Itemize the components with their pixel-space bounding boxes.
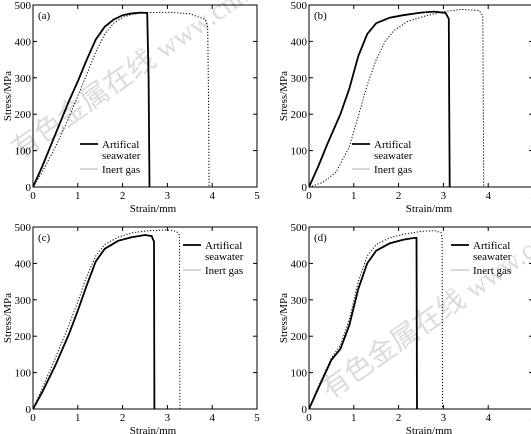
legend-label: Artifical: [205, 240, 242, 252]
y-tick-label: 0: [302, 404, 308, 416]
y-tick-label: 400: [291, 258, 308, 270]
x-tick-label: 5: [254, 190, 260, 202]
x-tick-label: 2: [120, 412, 126, 424]
y-tick-label: 500: [15, 0, 32, 12]
legend-label: Artifical: [374, 139, 411, 151]
y-tick-label: 200: [15, 109, 32, 121]
x-tick-label: 4: [209, 412, 215, 424]
x-tick-label: 0: [306, 412, 312, 424]
y-tick-label: 400: [15, 258, 32, 270]
x-tick-label: 2: [396, 412, 402, 424]
x-tick-label: 0: [30, 412, 36, 424]
legend-label: seawater: [102, 150, 141, 162]
series-line-2: [33, 229, 181, 409]
x-tick-label: 4: [485, 190, 491, 202]
x-tick-label: 3: [441, 412, 447, 424]
x-tick-label: 4: [485, 412, 491, 424]
x-tick-label: 2: [120, 190, 126, 202]
y-axis-label: Stress/MPa: [278, 293, 290, 343]
y-tick-label: 300: [15, 73, 32, 85]
x-tick-label: 0: [30, 190, 36, 202]
y-tick-label: 0: [26, 182, 32, 194]
y-tick-label: 200: [291, 331, 308, 343]
x-tick-label: 0: [306, 190, 312, 202]
chart-panel-1: 0 1 2 3 4 5 0 100 200 300 400 500 Strain/mm Stress/MP…: [2, 0, 260, 215]
legend-label: seawater: [473, 251, 512, 263]
y-tick-label: 300: [15, 295, 32, 307]
x-tick-label: 3: [165, 412, 171, 424]
y-tick-label: 100: [15, 146, 32, 158]
plot-frame: [32, 4, 258, 188]
legend-label: Inert gas: [102, 164, 140, 176]
plot-frame: [32, 226, 258, 410]
y-axis-label: Stress/MPa: [2, 293, 14, 343]
x-tick-label: 2: [396, 190, 402, 202]
series-line-1: [33, 234, 156, 409]
x-tick-label: 1: [351, 190, 357, 202]
series-line-2: [309, 230, 443, 409]
panel-label: (b): [314, 10, 327, 22]
y-tick-label: 300: [291, 295, 308, 307]
panel-label: (a): [38, 10, 51, 22]
chart-panel-2: 0123450100200300400500Strain/mmStress/MP…: [278, 0, 531, 215]
legend-label: Artifical: [473, 240, 510, 252]
legend-label: Artifical: [102, 139, 139, 151]
legend-label: Inert gas: [374, 164, 412, 176]
series-line-2: [309, 8, 485, 187]
x-axis-label: Strain/mm: [406, 425, 453, 434]
y-tick-label: 0: [26, 404, 32, 416]
legend-label: Inert gas: [205, 265, 243, 277]
x-axis-label: Strain/mm: [130, 425, 177, 434]
plot-frame: [308, 4, 531, 188]
x-tick-label: 1: [75, 412, 81, 424]
series-line-1: [309, 10, 451, 187]
series-line-2: [33, 11, 210, 187]
y-tick-label: 100: [291, 146, 308, 158]
y-tick-label: 500: [15, 222, 32, 234]
y-axis-label: Stress/MPa: [2, 71, 14, 121]
chart-panel-4: 0123450100200300400500Strain/mmStress/MP…: [278, 222, 531, 434]
legend-label: seawater: [205, 251, 244, 263]
panel-label: (c): [38, 232, 51, 244]
y-tick-label: 200: [15, 331, 32, 343]
y-tick-label: 500: [291, 0, 308, 12]
y-tick-label: 0: [302, 182, 308, 194]
watermark-text-bottom: 有色金属在线 www.cnnmol.com: [316, 161, 531, 405]
x-tick-label: 3: [441, 190, 447, 202]
y-tick-label: 500: [291, 222, 308, 234]
y-axis-label: Stress/MPa: [278, 71, 290, 121]
y-tick-label: 100: [291, 368, 308, 380]
legend-label: Inert gas: [473, 265, 511, 277]
x-tick-label: 3: [165, 190, 171, 202]
plot-frame: [308, 226, 531, 410]
panel-label: (d): [314, 232, 327, 244]
x-tick-label: 4: [209, 190, 215, 202]
x-tick-label: 5: [254, 412, 260, 424]
y-tick-label: 100: [15, 368, 32, 380]
x-axis-label: Strain/mm: [130, 203, 177, 215]
y-tick-label: 400: [15, 36, 32, 48]
y-tick-label: 200: [291, 109, 308, 121]
legend-label: seawater: [374, 150, 413, 162]
x-tick-label: 1: [75, 190, 81, 202]
x-axis-label: Strain/mm: [406, 203, 453, 215]
chart-panel-3: 0 1 2 3 4 5 0 100 200 300 400 500 Strain/mm Stress/MP…: [2, 222, 260, 434]
series-line-1: [309, 237, 418, 409]
y-tick-label: 300: [291, 73, 308, 85]
y-tick-label: 400: [291, 36, 308, 48]
x-tick-label: 1: [351, 412, 357, 424]
